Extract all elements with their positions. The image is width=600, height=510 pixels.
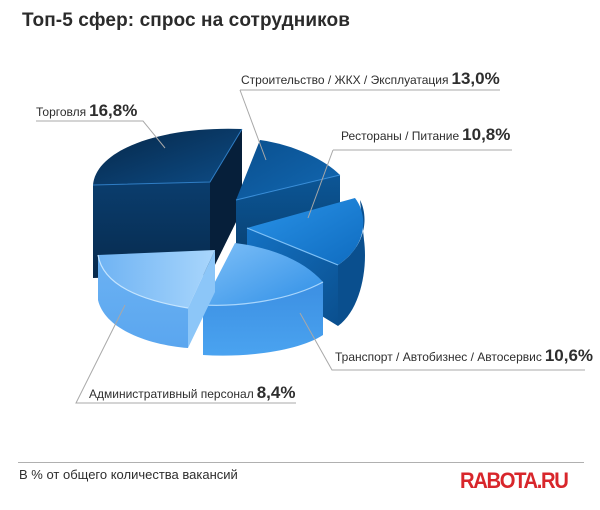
label-administrativny: Административный персонал 8,4% bbox=[89, 383, 295, 404]
label-name: Транспорт / Автобизнес / Автосервис bbox=[335, 350, 542, 364]
label-stroitelstvo: Строительство / ЖКХ / Эксплуатация 13,0% bbox=[241, 69, 500, 90]
chart-title: Топ-5 сфер: спрос на сотрудников bbox=[22, 10, 350, 31]
label-name: Административный персонал bbox=[89, 387, 254, 401]
label-value: 8,4% bbox=[256, 383, 296, 402]
footnote: В % от общего количества вакансий bbox=[19, 467, 238, 482]
label-restorany: Рестораны / Питание 10,8% bbox=[341, 125, 510, 146]
leader-lines bbox=[36, 89, 585, 404]
label-value: 10,8% bbox=[462, 125, 511, 144]
slice-administrativny[interactable] bbox=[97, 250, 215, 348]
label-name: Строительство / ЖКХ / Эксплуатация bbox=[241, 73, 449, 87]
label-transport: Транспорт / Автобизнес / Автосервис 10,6% bbox=[335, 346, 593, 367]
label-value: 13,0% bbox=[451, 69, 500, 88]
footer-divider bbox=[18, 462, 584, 463]
label-name: Торговля bbox=[36, 105, 87, 119]
label-name: Рестораны / Питание bbox=[341, 129, 460, 143]
label-torgovlya: Торговля 16,8% bbox=[36, 101, 137, 122]
label-value: 16,8% bbox=[89, 101, 138, 120]
rabota-ru-logo: RABOTA.RU bbox=[460, 468, 569, 493]
slice-transport[interactable] bbox=[202, 243, 324, 356]
label-value: 10,6% bbox=[544, 346, 594, 365]
